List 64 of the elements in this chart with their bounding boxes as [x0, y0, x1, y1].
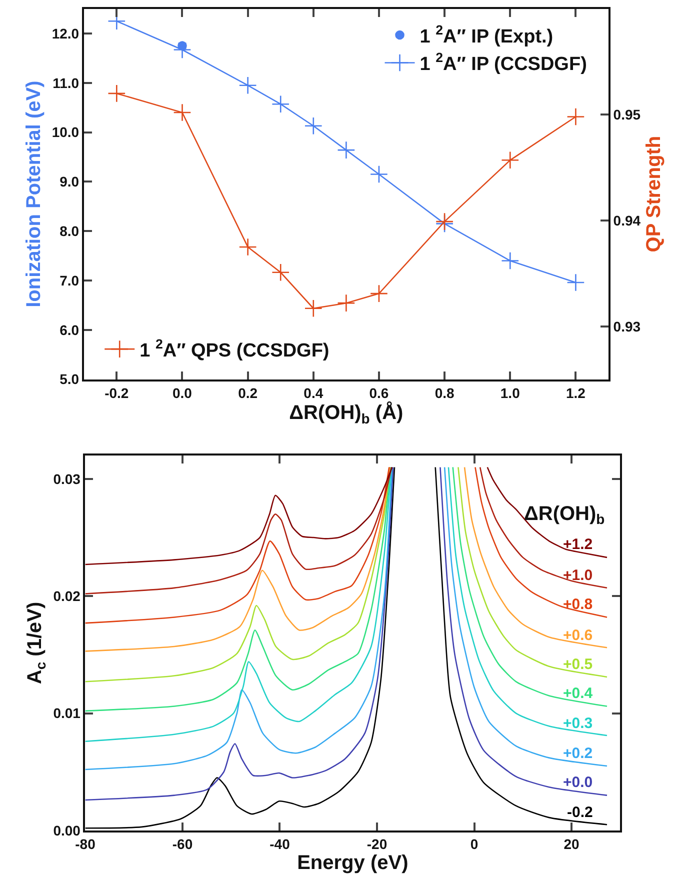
series-label: +0.5	[563, 656, 593, 673]
y-tick-label: 7.0	[60, 272, 80, 288]
series-label: +0.8	[563, 596, 593, 613]
y-tick-label: 0.01	[53, 705, 81, 722]
series-label: +1.2	[563, 536, 593, 553]
x-tick-label: -0.2	[104, 385, 129, 402]
y-tick-label: 0.00	[53, 822, 81, 838]
y2-tick-label: 0.94	[613, 212, 641, 228]
point	[370, 284, 388, 303]
x-tick-label: 0.8	[434, 385, 454, 402]
point	[566, 108, 585, 126]
series-label: +0.6	[563, 627, 593, 644]
series-label: -0.2	[567, 804, 593, 821]
x-tick-label: 0.2	[238, 385, 258, 402]
x-tick-label: 0.4	[304, 385, 324, 402]
y-tick-label: 0.03	[53, 470, 81, 487]
y-tick-label: 5.0	[60, 371, 80, 388]
point	[173, 40, 192, 59]
x-tick-label: 0.6	[369, 385, 389, 402]
point	[173, 103, 192, 122]
point	[337, 141, 356, 160]
x-tick-label: 0	[470, 836, 478, 852]
y-tick-label: 0.02	[53, 588, 81, 604]
x-axis-title: Energy (eV)	[297, 852, 408, 874]
legend-label: 1 $^{2}$A″ IP (Expt.)	[420, 22, 554, 48]
legend-title: ΔR(OH)$_{b}$	[524, 503, 605, 528]
y-axis-title: Ionization Potential (eV)	[22, 80, 45, 308]
point	[501, 151, 520, 170]
x-axis-title: ΔR(OH)$_{b}$ (Å)	[289, 401, 404, 426]
point	[238, 76, 257, 94]
point	[304, 116, 322, 135]
x-tick-label: -60	[172, 836, 193, 852]
x-tick-label: 1.2	[566, 385, 586, 402]
x-tick-label: -80	[75, 836, 96, 852]
y-tick-label: 10.0	[52, 124, 80, 140]
legend-label: 1 $^{2}$A″ IP (CCSDGF)	[420, 50, 587, 76]
point	[272, 263, 290, 282]
point	[238, 238, 257, 256]
y2-axis-title: QP Strength	[642, 136, 665, 252]
y2-tick-label: 0.93	[613, 318, 641, 334]
series-label: +0.2	[563, 745, 593, 762]
point	[108, 84, 126, 103]
x-tick-label: 0.0	[172, 385, 192, 402]
x-tick-label: -20	[366, 836, 388, 852]
y-tick-label: 6.0	[60, 322, 80, 338]
series-label: +0.4	[563, 685, 594, 702]
series-label: +0.3	[563, 715, 593, 732]
y-tick-label: 11.0	[52, 74, 80, 91]
series-label: +1.0	[563, 567, 593, 584]
y-tick-label: 12.0	[52, 25, 80, 42]
x-tick-label: 20	[564, 836, 580, 852]
point	[272, 95, 290, 114]
y-tick-label: 8.0	[60, 222, 80, 239]
series-label: +0.0	[563, 774, 593, 791]
point	[337, 294, 356, 312]
y2-tick-label: 0.95	[613, 106, 641, 123]
x-tick-label: -40	[270, 836, 290, 852]
point	[566, 273, 585, 292]
point	[501, 252, 520, 270]
point	[304, 299, 322, 318]
legend-label: 1 $^{2}$A″ QPS (CCSDGF)	[140, 336, 330, 362]
point	[370, 165, 388, 184]
x-tick-label: 1.0	[500, 385, 520, 402]
y-tick-label: 9.0	[60, 174, 80, 190]
